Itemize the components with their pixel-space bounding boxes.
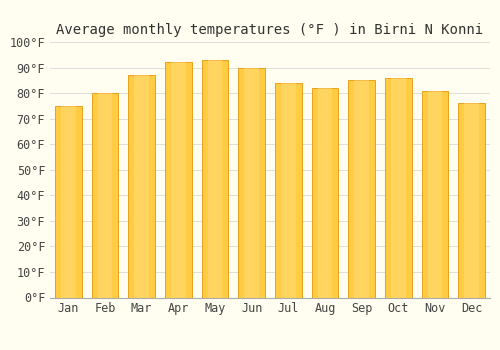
Bar: [354, 80, 369, 298]
Bar: [281, 83, 295, 298]
Bar: [385, 78, 411, 298]
Bar: [318, 88, 332, 298]
Bar: [275, 83, 301, 298]
Bar: [134, 75, 149, 298]
Bar: [171, 62, 186, 298]
Bar: [238, 68, 265, 298]
Bar: [165, 62, 192, 298]
Bar: [312, 88, 338, 298]
Bar: [98, 93, 112, 298]
Bar: [348, 80, 375, 298]
Bar: [464, 103, 479, 298]
Bar: [61, 106, 76, 298]
Bar: [458, 103, 485, 298]
Bar: [428, 91, 442, 298]
Bar: [244, 68, 259, 298]
Bar: [92, 93, 118, 298]
Bar: [202, 60, 228, 298]
Bar: [422, 91, 448, 298]
Bar: [208, 60, 222, 298]
Bar: [128, 75, 155, 298]
Title: Average monthly temperatures (°F ) in Birni N Konni: Average monthly temperatures (°F ) in Bi…: [56, 23, 484, 37]
Bar: [55, 106, 82, 298]
Bar: [391, 78, 406, 298]
